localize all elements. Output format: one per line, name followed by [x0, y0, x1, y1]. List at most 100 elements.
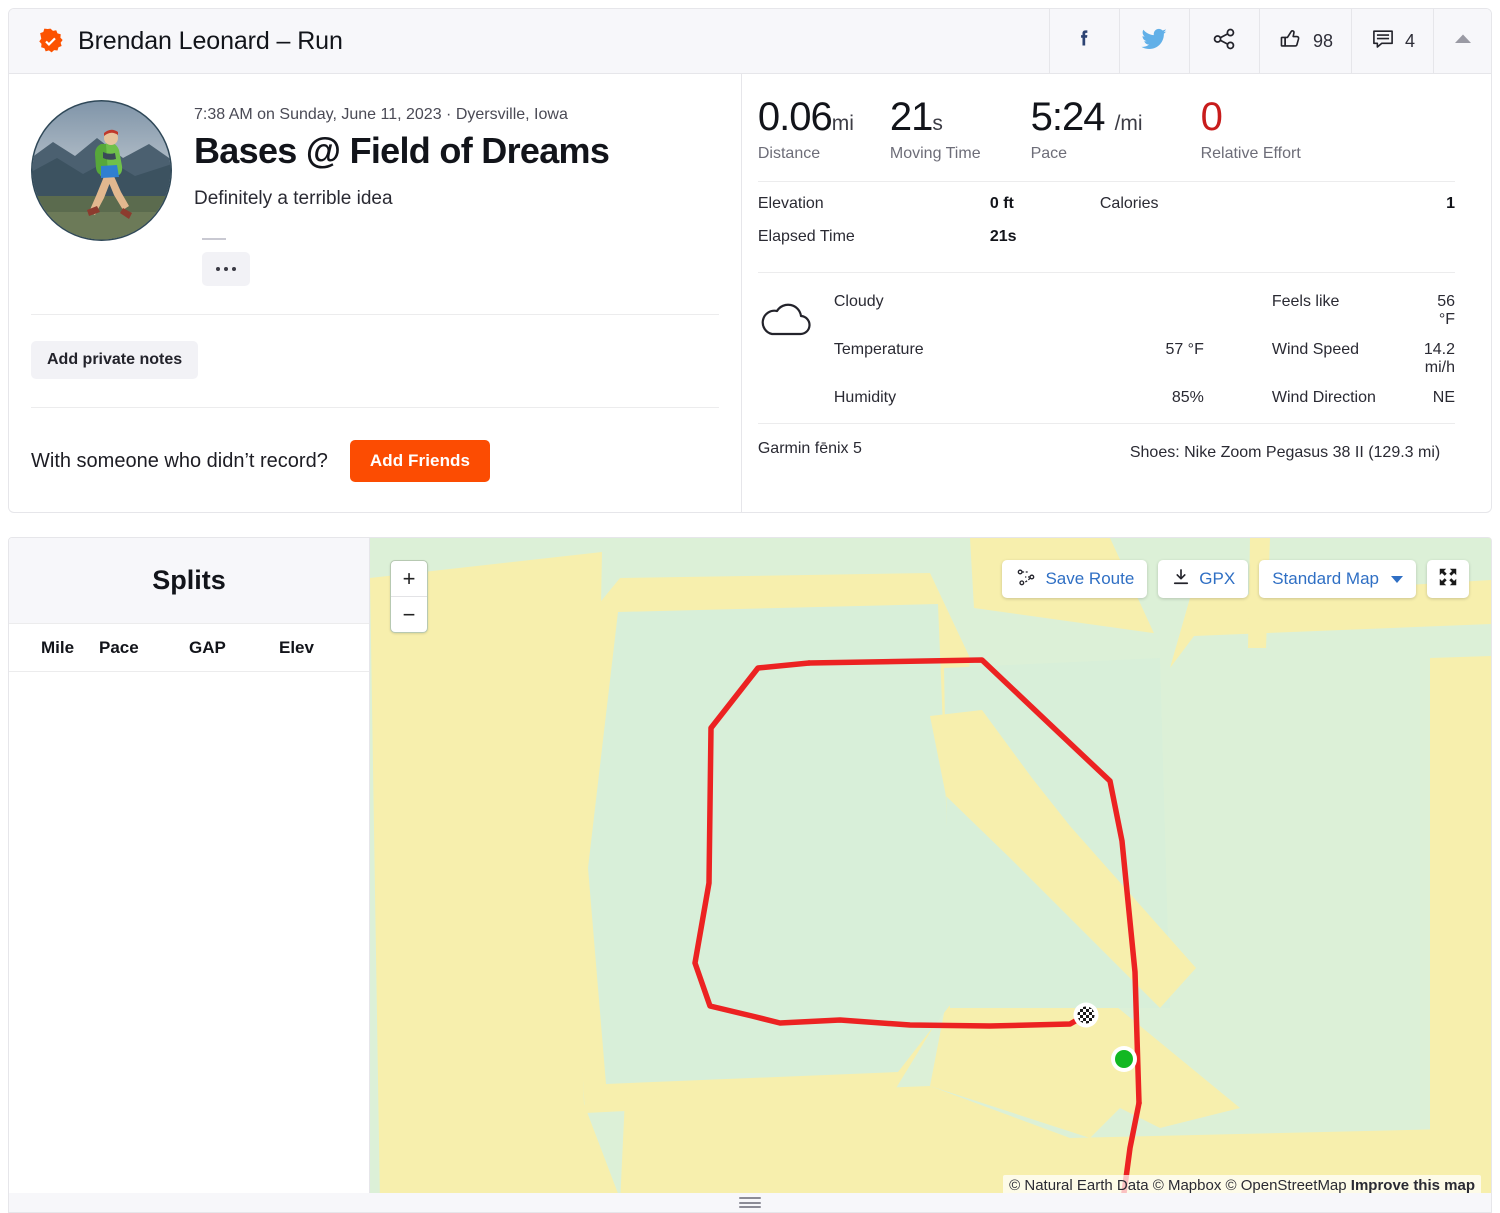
chevron-down-icon — [1391, 575, 1403, 583]
secondary-stats: Elevation 0 ft Calories 1 Elapsed Time 2… — [758, 182, 1455, 272]
comment-count: 4 — [1404, 30, 1415, 51]
kudos-button[interactable]: 98 — [1258, 9, 1351, 73]
weather-value: 56 °F — [1437, 293, 1455, 328]
splits-column-mile[interactable]: Mile — [41, 637, 75, 657]
weather-key: Wind Speed — [1271, 341, 1360, 358]
activity-title[interactable]: Bases @ Field of Dreams — [194, 130, 610, 171]
weather-key: Feels like — [1271, 293, 1340, 310]
stat-distance-label: Distance — [757, 145, 821, 162]
map-zoom-controls: + − — [390, 560, 428, 633]
stat-value — [1330, 229, 1455, 245]
resize-bar[interactable] — [8, 1193, 1492, 1213]
add-private-notes-button[interactable]: Add private notes — [31, 341, 199, 380]
stat-value-text: 5:24 — [1030, 95, 1106, 139]
weather-table: Cloudy Feels like 56 °F Temperature 57 °… — [834, 293, 1455, 419]
activity-identity-row: 7:38 AM on Sunday, June 11, 2023 · Dyers… — [31, 100, 719, 287]
weather-value: NE — [1432, 389, 1455, 406]
weather-row: Cloudy Feels like 56 °F — [834, 293, 1455, 329]
thumbs-up-icon — [1278, 26, 1304, 57]
checkered-flag-marker — [1073, 1002, 1099, 1028]
stat-pace-label: Pace — [1030, 145, 1068, 162]
weather-section: Cloudy Feels like 56 °F Temperature 57 °… — [758, 273, 1455, 423]
splits-column-gap[interactable]: GAP — [189, 637, 226, 657]
stat-moving-time: 21s Moving Time — [890, 96, 1031, 163]
stat-unit: mi — [831, 112, 854, 135]
kudos-count: 98 — [1312, 30, 1333, 51]
route-map[interactable]: + − Save Route — [370, 538, 1491, 1204]
fullscreen-button[interactable] — [1427, 560, 1469, 598]
start-dot-marker — [1111, 1046, 1137, 1072]
stat-distance: 0.06mi Distance — [758, 96, 890, 163]
stat-value-text: 21 — [889, 95, 933, 139]
avatar[interactable] — [31, 100, 172, 241]
splits-table-body — [9, 672, 369, 1172]
gpx-label: GPX — [1199, 569, 1236, 588]
primary-stats: 0.06mi Distance 21s Moving Time 5:24 /mi — [758, 96, 1455, 181]
weather-row: Temperature 57 °F Wind Speed 14.2 mi/h — [834, 341, 1455, 377]
activity-summary-card: Brendan Leonard – Run — [8, 8, 1492, 513]
verified-badge-icon — [37, 28, 64, 55]
stat-moving-time-label: Moving Time — [889, 145, 981, 162]
map-attribution: © Natural Earth Data © Mapbox © OpenStre… — [1003, 1175, 1481, 1196]
stat-pace: 5:24 /mi Pace — [1031, 96, 1201, 163]
divider — [31, 407, 719, 409]
stat-unit: s — [932, 112, 943, 135]
add-friends-question: With someone who didn’t record? — [31, 449, 328, 472]
add-friends-section: With someone who didn’t record? Add Frie… — [31, 408, 719, 483]
stat-row: Elapsed Time 21s — [758, 229, 1455, 245]
divider — [391, 596, 427, 597]
facebook-share-button[interactable] — [1048, 9, 1119, 73]
stat-value: 1 — [1446, 195, 1455, 212]
splits-column-elev[interactable]: Elev — [279, 637, 314, 657]
chevron-up-icon — [1453, 32, 1473, 51]
download-icon — [1171, 567, 1191, 592]
weather-key: Temperature — [833, 341, 924, 358]
stat-relative-effort-label: Relative Effort — [1200, 145, 1301, 162]
comments-button[interactable]: 4 — [1350, 9, 1433, 73]
activity-datetime: 7:38 AM on Sunday, June 11, 2023 · Dyers… — [194, 106, 568, 123]
collapse-card-button[interactable] — [1433, 9, 1491, 73]
stat-key: Calories — [1099, 195, 1159, 212]
divider — [757, 272, 1455, 273]
stat-key: Elapsed Time — [757, 228, 855, 245]
stat-distance-value: 0.06mi — [758, 96, 854, 138]
ellipsis-icon — [232, 267, 236, 272]
weather-key: Cloudy — [833, 293, 884, 310]
zoom-in-button[interactable]: + — [402, 565, 416, 591]
activity-left-column: 7:38 AM on Sunday, June 11, 2023 · Dyers… — [9, 74, 742, 512]
activity-header: Brendan Leonard – Run — [9, 9, 1491, 74]
zoom-out-button[interactable]: − — [402, 601, 416, 627]
splits-table-header: Mile Pace GAP Elev — [9, 624, 369, 672]
stat-key — [1100, 229, 1330, 245]
fullscreen-icon — [1437, 566, 1459, 593]
weather-value: 14.2 mi/h — [1423, 341, 1455, 376]
save-route-button[interactable]: Save Route — [1002, 560, 1148, 598]
add-friends-button[interactable]: Add Friends — [349, 440, 491, 483]
stat-key: Elevation — [757, 195, 824, 212]
stat-value-text: 0.06 — [757, 95, 833, 139]
splits-column-pace[interactable]: Pace — [99, 637, 139, 657]
splits-panel: Splits Mile Pace GAP Elev — [9, 538, 370, 1204]
stat-value: 0 ft — [989, 195, 1014, 212]
map-canvas — [370, 538, 1491, 1204]
ellipsis-icon — [216, 267, 220, 272]
stat-relative-effort: 0 Relative Effort — [1201, 96, 1327, 163]
activity-more-button[interactable] — [202, 252, 250, 287]
stat-row: Elevation 0 ft Calories 1 — [758, 196, 1455, 212]
activity-stats-column: 0.06mi Distance 21s Moving Time 5:24 /mi — [742, 74, 1491, 512]
divider-dash — [202, 238, 226, 241]
divider — [757, 423, 1455, 424]
save-route-label: Save Route — [1045, 569, 1135, 588]
weather-value — [1134, 293, 1204, 329]
gear-device: Garmin fēnix 5 — [757, 440, 862, 457]
ellipsis-icon — [224, 267, 228, 272]
twitter-share-button[interactable] — [1118, 9, 1189, 73]
weather-value: 85% — [1171, 389, 1204, 406]
stat-unit: /mi — [1114, 112, 1143, 135]
gpx-download-button[interactable]: GPX — [1158, 560, 1249, 598]
weather-key: Humidity — [833, 389, 897, 406]
map-style-dropdown[interactable]: Standard Map — [1259, 560, 1416, 598]
improve-map-link[interactable]: Improve this map — [1350, 1177, 1475, 1194]
share-button[interactable] — [1188, 9, 1259, 73]
